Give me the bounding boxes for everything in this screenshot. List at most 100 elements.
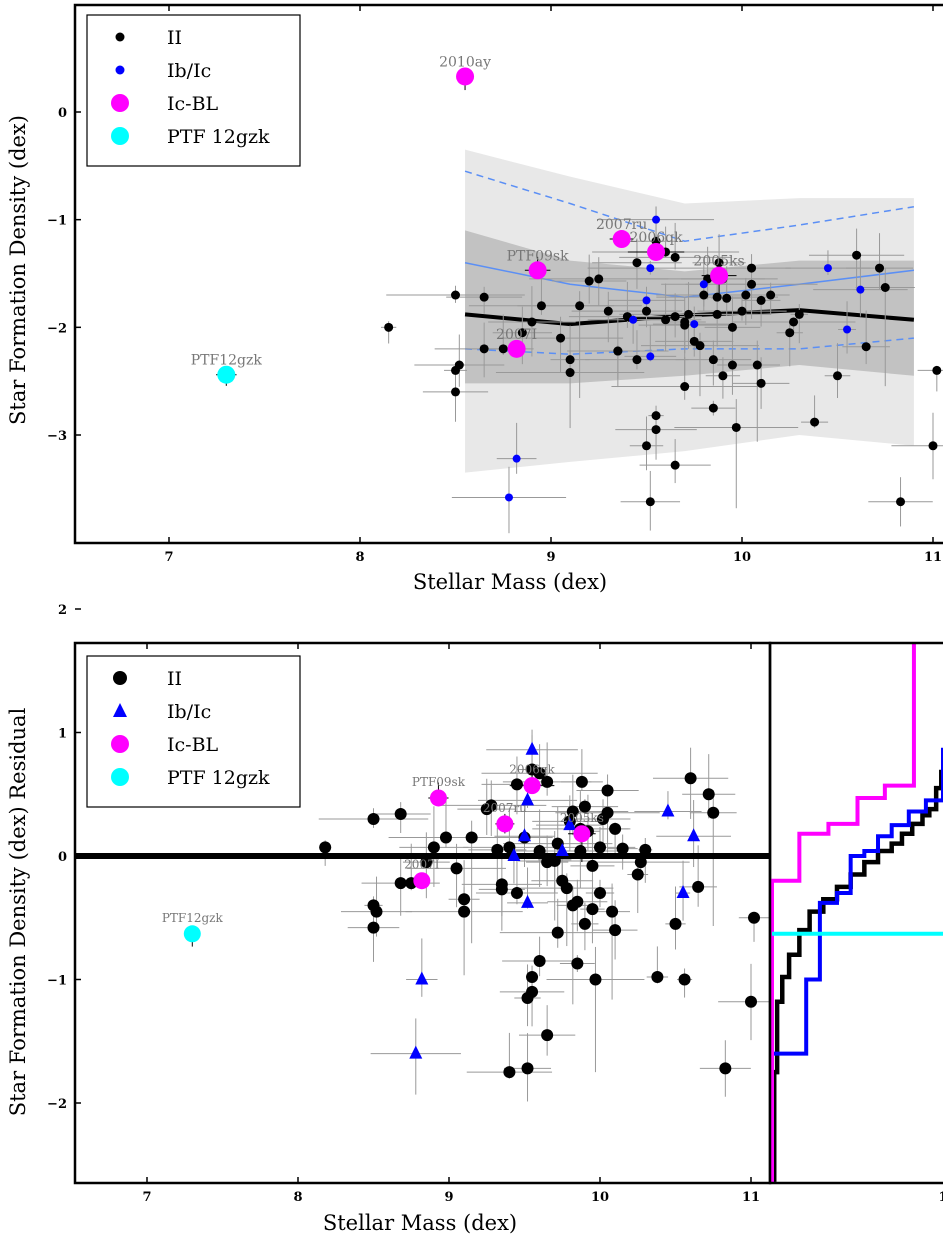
legend-marker-ptf-12gzk — [111, 768, 129, 786]
point-ii — [651, 971, 664, 984]
point-ii — [479, 344, 489, 354]
point-ic-bl — [523, 777, 541, 795]
point-ii — [594, 841, 606, 854]
point-ib-ic — [409, 1045, 423, 1059]
point-annotation: 2006qk — [509, 763, 555, 777]
point-ii — [708, 403, 718, 413]
y-tick-label: −2 — [47, 1097, 67, 1112]
point-ii — [495, 883, 508, 896]
x-tick-label: 10 — [733, 550, 751, 565]
legend-label: II — [167, 668, 182, 690]
point-ii — [536, 301, 546, 311]
point-annotation: PTF09sk — [507, 248, 569, 264]
point-ii — [503, 841, 516, 854]
point-ii — [575, 301, 585, 311]
point-ii — [741, 290, 751, 300]
point-ii — [451, 387, 460, 397]
legend-marker-ib-ic — [113, 703, 127, 717]
point-ii — [517, 328, 527, 338]
point-ib-ic — [652, 215, 661, 224]
point-ib-ic — [555, 843, 569, 857]
point-ii — [586, 859, 599, 872]
point-ii — [680, 382, 690, 392]
point-ii — [574, 845, 587, 858]
point-ic-bl — [373, 598, 390, 615]
y-tick-label: 0 — [58, 850, 67, 865]
point-ii — [785, 328, 795, 338]
point-ii — [458, 905, 471, 918]
point-ii — [606, 905, 619, 918]
point-ii — [852, 250, 862, 260]
point-ii — [616, 842, 629, 855]
point-ii — [875, 263, 885, 273]
point-ii — [527, 317, 537, 327]
point-ii — [548, 854, 561, 867]
x-tick-label: 8 — [355, 550, 364, 565]
point-ii — [491, 843, 504, 856]
axis-ticks: 1 — [938, 1190, 943, 1205]
point-ii — [533, 767, 546, 780]
point-ii — [458, 893, 471, 906]
data-points — [183, 598, 761, 1079]
y-tick-label: 0 — [58, 106, 67, 121]
point-ii — [712, 292, 722, 302]
point-ii — [928, 441, 938, 451]
point-ic-bl — [413, 872, 431, 890]
point-annotation: 2007ru — [596, 217, 647, 233]
point-ii — [571, 957, 584, 970]
point-ii — [714, 258, 724, 268]
legend-label: PTF 12gzk — [167, 126, 270, 148]
point-ii — [526, 971, 539, 984]
point-ib-ic — [646, 264, 655, 273]
point-ii — [451, 290, 460, 300]
point-ii — [708, 355, 718, 365]
point-ii — [601, 806, 614, 819]
data-points — [217, 67, 942, 507]
upper-dashed-trend-line — [464, 170, 915, 242]
point-ii — [896, 497, 906, 507]
point-ii — [485, 799, 498, 812]
point-ii — [609, 822, 622, 835]
point-ii — [560, 882, 573, 895]
point-ii — [680, 320, 690, 330]
point-ib-ic — [856, 285, 865, 294]
point-ii — [427, 841, 440, 854]
point-ii — [794, 309, 804, 319]
point-ii — [566, 899, 579, 912]
x-tick-label: 9 — [444, 1190, 453, 1205]
point-ii — [394, 877, 407, 890]
point-ii — [669, 917, 682, 930]
point-ic-bl — [496, 815, 514, 833]
plot-frame — [73, 3, 943, 545]
x-tick-label: 1 — [938, 1190, 943, 1205]
point-ii — [678, 973, 691, 986]
point-ii — [833, 371, 842, 381]
point-ii — [642, 306, 651, 316]
point-ii — [384, 322, 394, 332]
legend-label: Ib/Ic — [167, 701, 211, 723]
point-ii — [510, 887, 523, 900]
legend-label: Ib/Ic — [167, 60, 211, 82]
point-ii — [722, 293, 732, 303]
point-ii — [718, 371, 728, 381]
x-tick-label: 7 — [164, 550, 173, 565]
legend-marker-ib-ic — [115, 65, 125, 75]
point-ii — [541, 1029, 554, 1042]
point-ii — [533, 845, 546, 858]
legend-label: Ic-BL — [167, 734, 219, 756]
legend-label: II — [167, 27, 182, 49]
point-ib-ic — [563, 817, 577, 831]
point-ii — [632, 258, 642, 268]
point-ii — [727, 360, 737, 370]
point-ii — [651, 425, 661, 435]
point-ii — [319, 841, 332, 854]
point-ii — [756, 378, 766, 388]
point-ib-ic — [642, 296, 651, 305]
point-ib-ic — [518, 828, 531, 842]
point-ib-ic — [512, 454, 521, 463]
point-ii — [541, 775, 554, 788]
point-ii — [503, 1066, 516, 1079]
legend-marker-ptf-12gzk — [111, 127, 129, 145]
point-ii — [566, 805, 579, 818]
